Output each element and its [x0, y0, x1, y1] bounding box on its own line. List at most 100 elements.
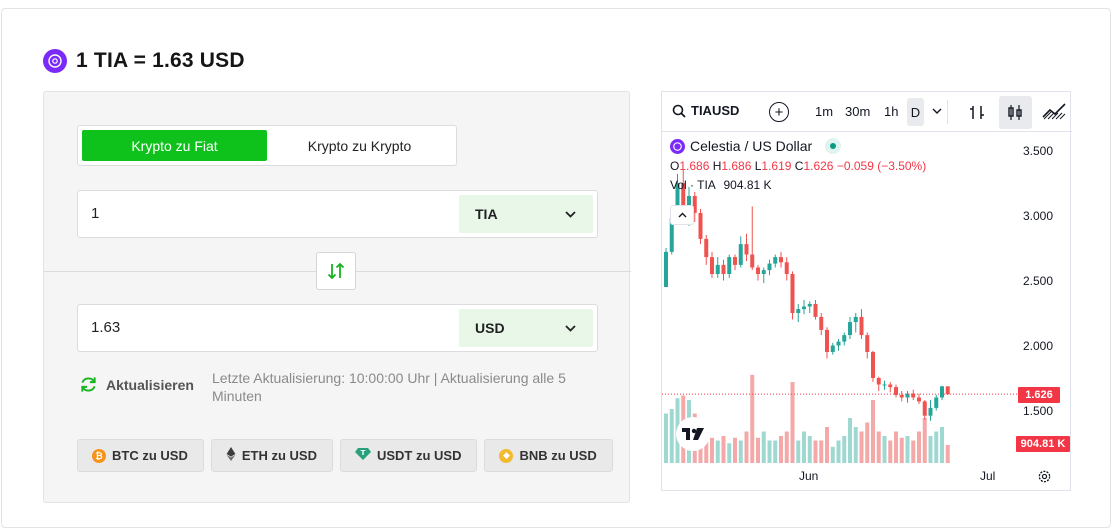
candle [894, 384, 898, 398]
volume-bar [767, 440, 772, 463]
candle [767, 259, 772, 276]
volume-bar [876, 431, 881, 463]
chevron-up-icon [678, 212, 686, 218]
bar-chart-style-icon[interactable] [969, 104, 985, 121]
market-open-indicator [825, 138, 842, 154]
to-amount-value[interactable]: 1.63 [91, 319, 121, 336]
pair-eth-usd[interactable]: ETH zu USD [210, 439, 333, 472]
volume-bar [922, 418, 927, 463]
y-tick: 3.000 [1023, 209, 1054, 223]
candle [802, 300, 806, 315]
y-tick: 3.500 [1023, 144, 1054, 158]
candle [922, 400, 927, 420]
candle [848, 316, 852, 339]
refresh-button[interactable]: Aktualisieren [79, 375, 194, 394]
volume-bar [796, 440, 801, 463]
candle [784, 257, 789, 281]
from-currency-select[interactable]: TIA [459, 195, 593, 233]
ohlc-close: 1.626 [803, 159, 834, 173]
volume-bar [756, 437, 760, 463]
candle [928, 400, 933, 421]
celestia-icon [43, 49, 67, 73]
symbol-search[interactable]: TIAUSD [672, 103, 739, 118]
chart-toolbar: TIAUSD + 1m 30m 1h D [662, 92, 1072, 132]
tab-crypto-to-fiat[interactable]: Krypto zu Fiat [82, 130, 267, 161]
pair-bnb-usd[interactable]: ◆ BNB zu USD [484, 439, 613, 472]
to-amount-field[interactable]: 1.63 USD [77, 304, 598, 352]
interval-30m[interactable]: 30m [845, 104, 871, 119]
converter-panel: Krypto zu Fiat Krypto zu Krypto 1 TIA 1.… [43, 91, 631, 503]
bnb-icon: ◆ [499, 448, 514, 463]
chart-title: Celestia / US Dollar [690, 138, 813, 154]
quick-pairs: ₿ BTC zu USD ETH zu USD T USDT zu USD ◆ … [77, 439, 613, 472]
x-tick: Jun [799, 469, 819, 483]
volume-bar [779, 436, 783, 463]
pair-btc-usd[interactable]: ₿ BTC zu USD [77, 439, 204, 472]
candle [733, 254, 737, 271]
swap-button[interactable] [316, 252, 356, 290]
volume-bar [744, 431, 749, 463]
celestia-icon [670, 138, 685, 154]
ohlc-high: 1.686 [721, 159, 752, 173]
volume-bar [842, 436, 847, 463]
volume-bar [727, 443, 732, 463]
candle [934, 394, 939, 411]
from-amount-field[interactable]: 1 TIA [77, 190, 598, 238]
candle [859, 309, 864, 339]
interval-1h[interactable]: 1h [884, 104, 899, 119]
volume-bar [836, 440, 841, 463]
volume-bar [848, 418, 852, 463]
chevron-down-icon[interactable] [932, 108, 942, 115]
volume-bar [830, 446, 835, 463]
candle-style-button[interactable] [999, 96, 1032, 129]
area-chart-icon[interactable] [1042, 102, 1066, 120]
add-compare-icon[interactable]: + [769, 102, 789, 122]
collapse-legend-button[interactable] [670, 205, 694, 225]
interval-1m[interactable]: 1m [815, 104, 834, 119]
search-icon [672, 104, 686, 118]
volume-bar [704, 431, 709, 463]
candle [911, 389, 916, 401]
from-amount-value[interactable]: 1 [91, 205, 100, 222]
to-currency-select[interactable]: USD [459, 309, 593, 347]
candle [853, 313, 858, 333]
tradingview-logo[interactable] [676, 417, 710, 451]
volume-bar [813, 440, 818, 463]
y-tick: 1.500 [1023, 404, 1054, 418]
candle [744, 233, 749, 261]
candle [917, 393, 921, 404]
x-tick: Jul [980, 469, 996, 483]
pair-usdt-usd[interactable]: T USDT zu USD [339, 439, 478, 472]
to-currency-label: USD [475, 320, 505, 336]
symbol-label: TIAUSD [691, 103, 740, 118]
chart-settings-gear-icon[interactable] [1037, 469, 1052, 484]
ohlc-open: 1.686 [679, 159, 710, 173]
rate-title: 1 TIA = 1.63 USD [76, 49, 245, 72]
swap-arrows-icon [327, 262, 345, 280]
y-tick: 2.000 [1023, 339, 1054, 353]
candle [819, 313, 824, 336]
volume-bar [790, 382, 795, 463]
candle [761, 267, 766, 284]
ethereum-icon [226, 447, 236, 464]
bitcoin-icon: ₿ [92, 448, 106, 463]
ohlc-change: −0.059 (−3.50%) [836, 159, 927, 173]
volume-bar [940, 427, 944, 463]
ohlc-row: O1.686 H1.686 L1.619 C1.626 −0.059 (−3.5… [670, 159, 927, 173]
candle [692, 192, 697, 222]
volume-bar [664, 413, 668, 463]
y-tick: 2.500 [1023, 274, 1054, 288]
volume-bar [853, 427, 858, 463]
volume-bar [733, 437, 737, 463]
chevron-down-icon [565, 210, 576, 218]
volume-bar [761, 431, 766, 463]
tab-crypto-to-crypto[interactable]: Krypto zu Krypto [307, 137, 412, 154]
volume-bar [669, 409, 674, 463]
volume-bar [894, 431, 898, 463]
candle-plot[interactable] [662, 133, 1070, 463]
chart-title-row: Celestia / US Dollar [670, 138, 926, 154]
volume-bar [784, 431, 789, 463]
refresh-label: Aktualisieren [106, 376, 194, 393]
interval-d-label: D [910, 104, 921, 120]
interval-d[interactable]: D [907, 98, 924, 126]
